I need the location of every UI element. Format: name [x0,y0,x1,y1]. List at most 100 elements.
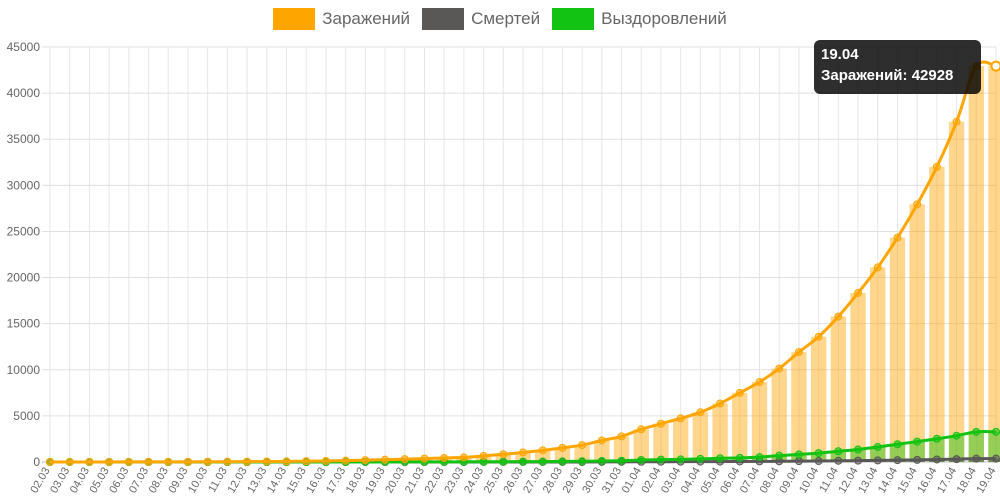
data-point-0 [854,288,863,297]
bar-0 [909,204,925,462]
data-point-2 [794,450,803,459]
bar-2 [870,446,886,462]
bar-2 [929,438,945,462]
bar-0 [948,121,965,463]
data-point-2 [578,457,587,466]
data-point-0 [637,425,646,434]
legend-swatch [273,8,316,30]
data-point-0 [696,408,705,417]
data-point-2 [676,455,685,464]
data-point-2 [972,427,981,436]
data-point-1 [814,457,823,466]
legend-item-0[interactable]: Заражений [273,8,410,30]
bar-0 [672,418,689,462]
data-point-2 [656,455,665,464]
bar-0 [613,436,630,462]
bar-2 [830,451,847,462]
bar-0 [574,445,590,462]
y-tick-label: 40000 [7,86,41,100]
data-point-0 [65,457,74,466]
data-point-2 [873,442,882,451]
x-tick-label: 19.04 [974,466,998,496]
data-point-0 [834,312,843,321]
bar-0 [535,450,551,462]
data-point-0 [183,457,192,466]
bar-0 [633,429,649,462]
bar-0 [751,382,768,462]
data-point-2 [716,454,725,463]
data-point-0 [794,348,803,357]
data-point-0 [440,453,449,462]
highlight-point [990,60,1000,72]
bar-0 [594,440,610,462]
bar-2 [948,435,965,462]
y-tick-label: 45000 [7,40,41,54]
data-point-0 [459,453,468,462]
bar-0 [515,452,531,462]
data-point-1 [992,454,1000,463]
x-tick-label: 10.03 [186,466,210,496]
legend-label: Смертей [471,9,541,28]
data-point-1 [972,454,981,463]
data-point-0 [558,443,567,452]
data-point-2 [775,451,784,460]
bar-0 [889,237,906,462]
data-point-0 [755,378,764,387]
data-point-0 [479,451,488,460]
data-point-2 [617,456,626,465]
data-point-0 [656,419,665,428]
data-point-2 [597,456,606,465]
data-point-2 [735,453,744,462]
data-point-0 [932,162,941,171]
data-point-2 [558,457,567,466]
data-point-0 [124,457,133,466]
data-point-0 [578,441,587,450]
data-point-0 [735,388,744,397]
data-point-0 [105,457,114,466]
bar-0 [653,423,669,462]
bar-0 [692,412,709,462]
data-point-0 [361,456,370,465]
bar-0 [771,368,787,462]
data-point-2 [952,431,961,440]
bar-0 [929,166,945,462]
bar-0 [554,447,571,462]
data-point-0 [676,414,685,423]
bar-0 [810,336,827,462]
data-point-0 [952,117,961,126]
bar-0 [988,66,1000,462]
data-point-2 [538,457,547,466]
data-point-1 [873,456,882,465]
data-point-0 [873,263,882,272]
data-point-2 [814,449,823,458]
bar-0 [791,352,807,462]
legend-label: Заражений [322,9,411,28]
y-tick-label: 5000 [13,409,40,423]
legend-item-2[interactable]: Выздоровлений [552,8,727,30]
data-point-2 [637,455,646,464]
bar-2 [968,431,984,462]
data-point-0 [716,399,725,408]
legend-swatch [422,8,465,30]
data-point-0 [814,332,823,341]
data-point-2 [992,427,1000,436]
data-point-0 [46,457,54,466]
data-point-1 [913,455,922,464]
data-point-2 [696,454,705,463]
bar-0 [968,66,984,462]
y-tick-label: 25000 [7,224,41,238]
data-point-0 [262,457,271,466]
bar-2 [988,431,1000,462]
data-point-2 [932,434,941,443]
tooltip-label: Заражений: 42928 [821,67,954,84]
y-tick-label: 30000 [7,178,41,192]
data-point-0 [223,457,232,466]
legend-item-1[interactable]: Смертей [422,8,540,30]
data-point-0 [321,456,330,465]
data-point-2 [834,447,843,456]
y-tick-label: 10000 [7,363,41,377]
data-point-1 [834,456,843,465]
data-point-0 [499,450,508,459]
data-point-2 [755,453,764,462]
